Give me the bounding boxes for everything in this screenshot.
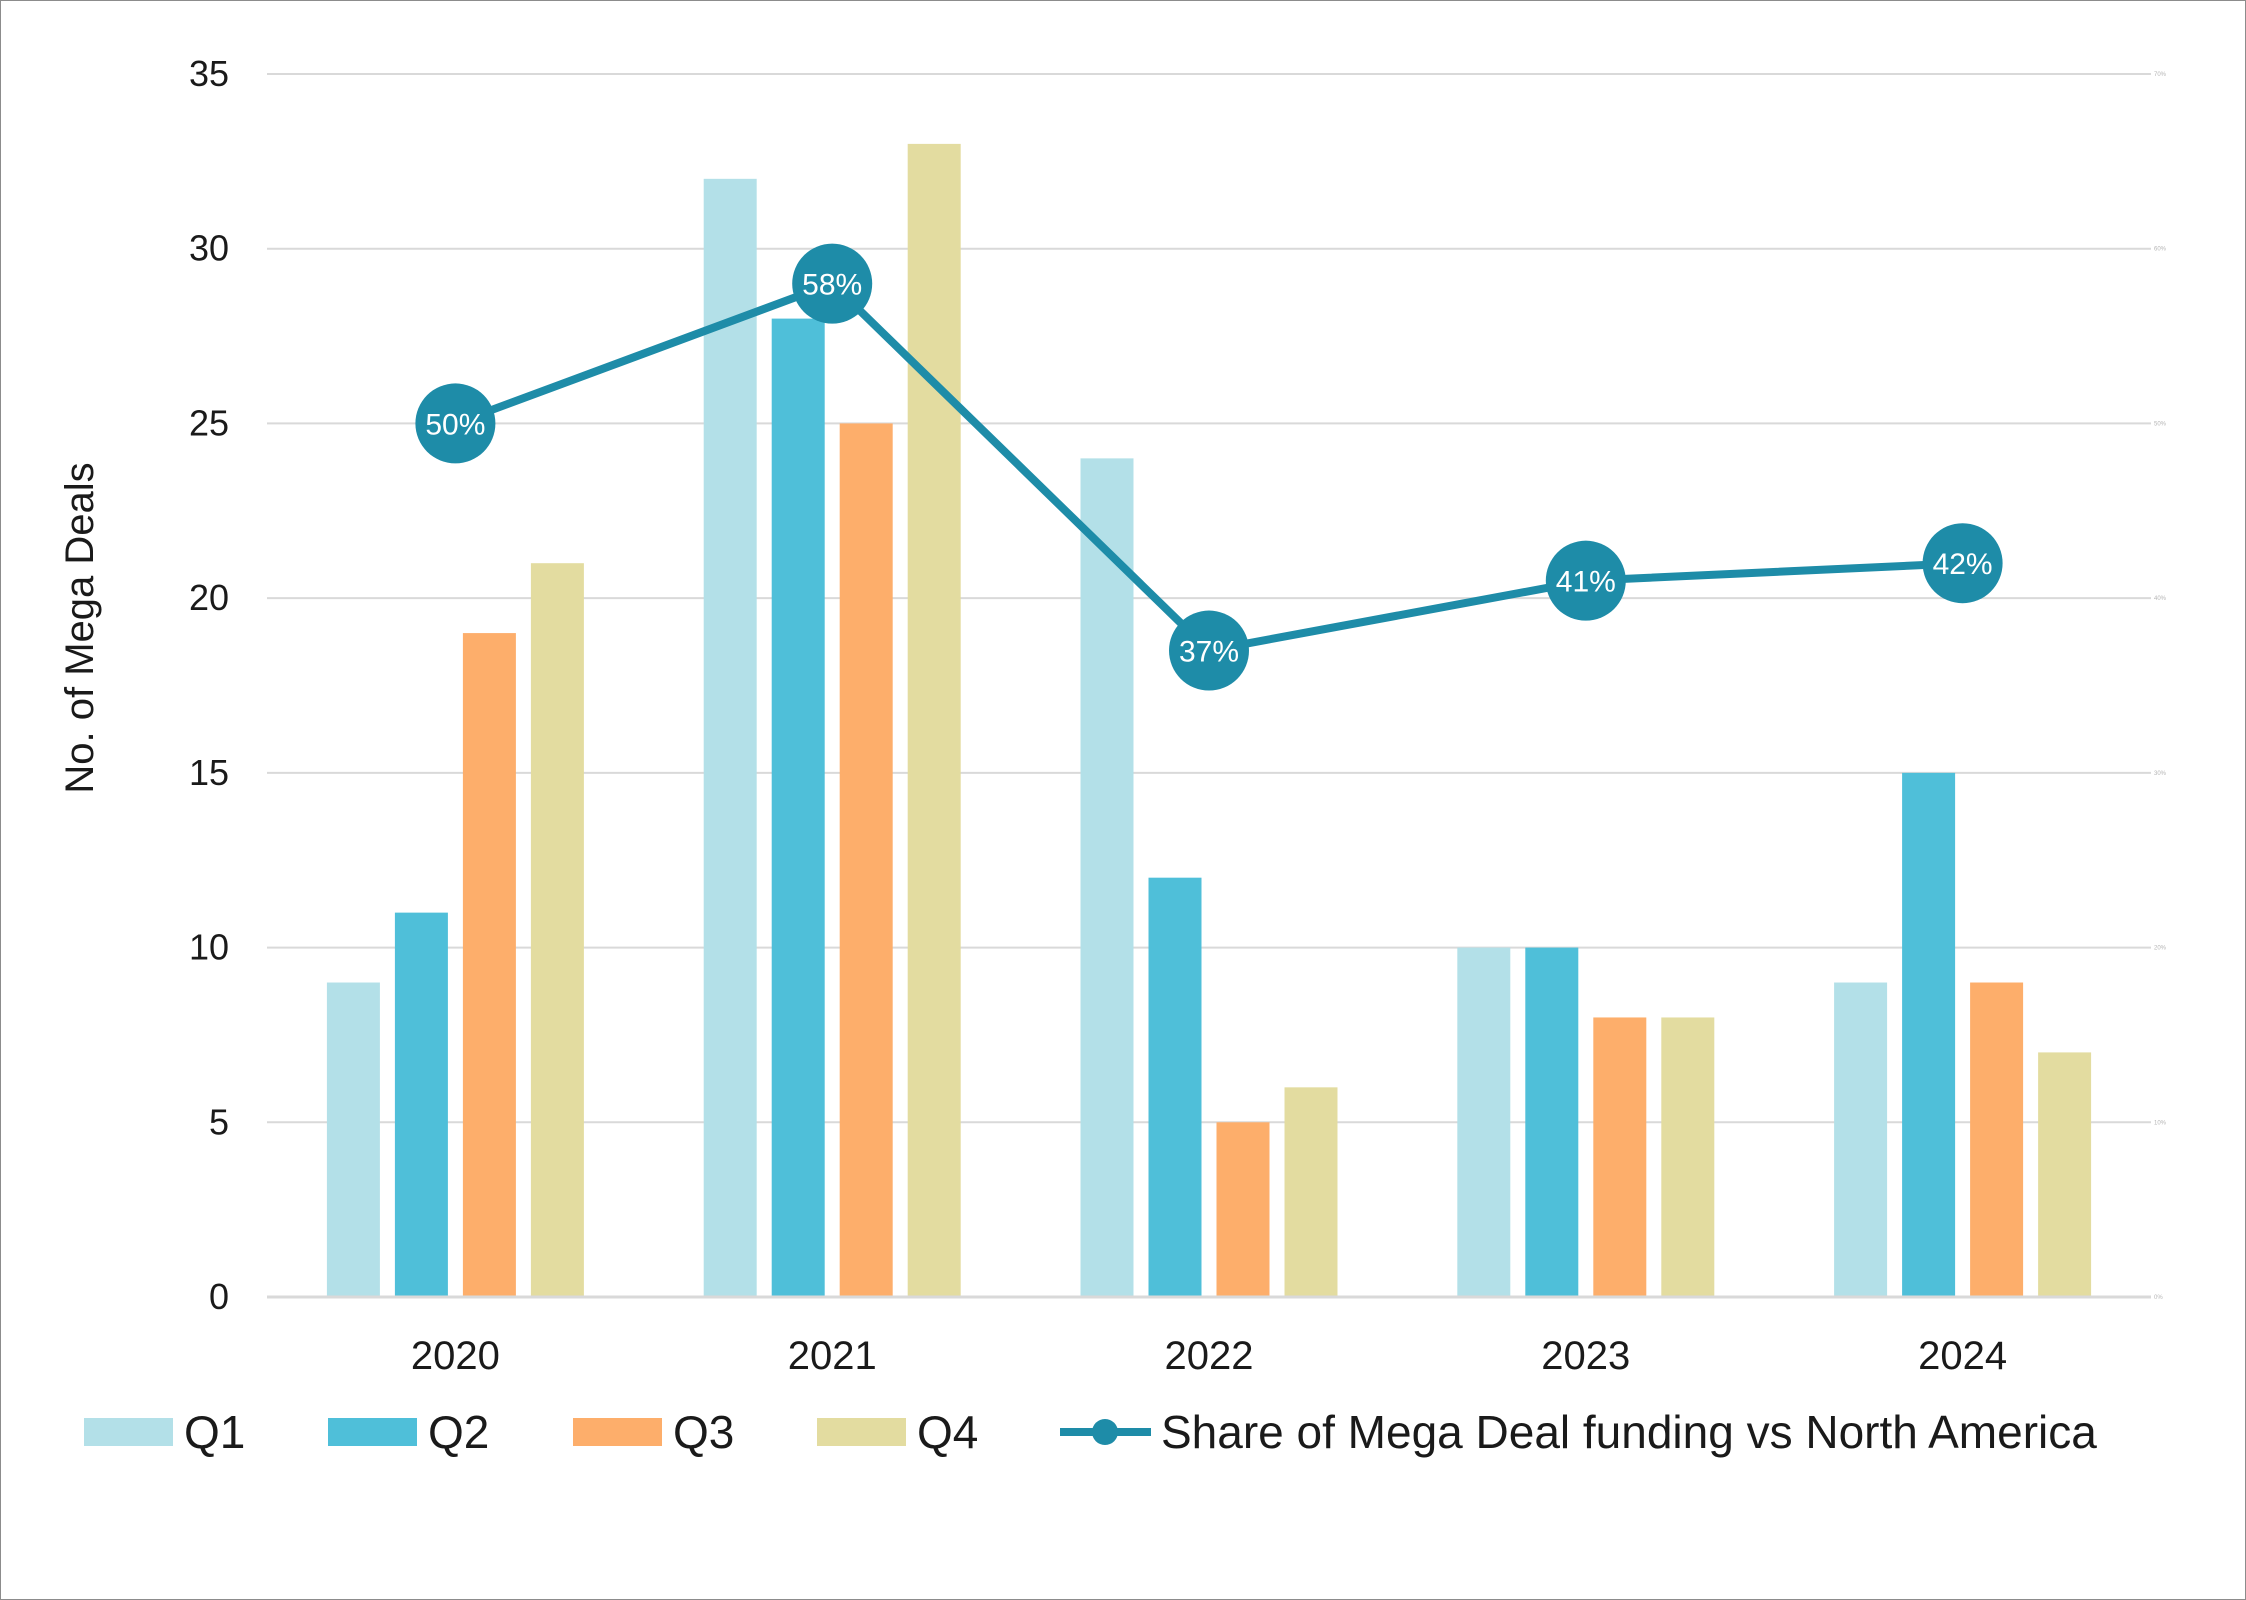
share-data-label: 41%	[1556, 566, 1616, 599]
y2-tick-label: 30%	[2154, 771, 2167, 777]
bar-q4-2023	[1661, 1017, 1715, 1297]
legend-label: Q2	[428, 1406, 489, 1458]
bar-q2-2021	[771, 318, 825, 1298]
bar-q1-2022	[1080, 458, 1134, 1297]
x-tick-label: 2021	[788, 1334, 877, 1378]
y-tick-label: 20	[189, 577, 229, 618]
bar-q4-2022	[1284, 1087, 1338, 1297]
y2-tick-label: 40%	[2154, 596, 2167, 602]
share-marker-2024	[1922, 523, 2003, 604]
bar-q4-2021	[907, 143, 961, 1297]
bar-q4-2020	[530, 563, 584, 1297]
legend-swatch-q2	[328, 1418, 417, 1446]
share-marker-2023	[1545, 540, 1626, 621]
y-tick-label: 30	[189, 228, 229, 269]
legend-label: Q1	[184, 1406, 245, 1458]
y-tick-label: 0	[209, 1276, 229, 1317]
share-line	[454, 279, 1963, 655]
bar-q1-2020	[326, 982, 380, 1297]
x-tick-label: 2023	[1541, 1334, 1630, 1378]
bar-q3-2022	[1216, 1122, 1270, 1297]
legend-swatch-q4	[817, 1418, 906, 1446]
y-axis-label: No. of Mega Deals	[58, 462, 102, 793]
y-tick-label: 25	[189, 402, 229, 443]
bar-q1-2024	[1834, 982, 1888, 1297]
bar-q1-2021	[703, 178, 757, 1297]
y2-tick-label: 50%	[2154, 421, 2167, 427]
legend-swatch-q3	[573, 1418, 662, 1446]
secondary-y-axis-ticks: 0% 10% 20% 30% 40% 50% 60% 70%	[2154, 72, 2167, 1301]
y2-tick-label: 60%	[2154, 247, 2167, 253]
y-tick-label: 10	[189, 927, 229, 968]
y2-tick-label: 20%	[2154, 946, 2167, 952]
legend-swatch-q1	[84, 1418, 173, 1446]
bar-q4-2024	[2038, 1052, 2092, 1297]
bar-q3-2020	[462, 633, 516, 1297]
x-tick-label: 2024	[1918, 1334, 2007, 1378]
bar-q2-2020	[394, 912, 448, 1297]
y2-tick-label: 70%	[2154, 72, 2167, 78]
y-tick-label: 5	[209, 1101, 229, 1142]
bar-q1-2023	[1457, 947, 1511, 1297]
bar-q2-2024	[1902, 772, 1956, 1297]
line-series: 50% 58% 37% 41% 42%	[415, 243, 2003, 691]
share-marker-2021	[792, 243, 873, 324]
bar-q3-2023	[1593, 1017, 1647, 1297]
y-axis-ticks: 0 5 10 15 20 25 30 35	[189, 53, 229, 1317]
bar-q3-2021	[839, 423, 893, 1297]
legend-label: Q3	[673, 1406, 734, 1458]
share-data-label: 37%	[1179, 636, 1239, 669]
y-tick-label: 15	[189, 752, 229, 793]
share-marker-2020	[415, 383, 496, 464]
y2-tick-label: 10%	[2154, 1120, 2167, 1126]
share-data-label: 50%	[425, 408, 485, 441]
bar-q2-2023	[1525, 947, 1579, 1297]
x-tick-label: 2022	[1165, 1334, 1254, 1378]
legend-label: Share of Mega Deal funding vs North Amer…	[1161, 1406, 2097, 1458]
bar-series	[326, 143, 2092, 1298]
share-marker-2022	[1169, 610, 1249, 691]
share-data-label: 58%	[802, 269, 862, 302]
legend: Q1 Q2 Q3 Q4 Share of Mega Deal funding vs No…	[84, 1406, 2097, 1458]
share-data-label: 42%	[1933, 548, 1993, 581]
x-axis-ticks: 2020 2021 2022 2023 2024	[411, 1334, 2007, 1378]
x-tick-label: 2020	[411, 1334, 500, 1378]
y-tick-label: 35	[189, 53, 229, 94]
bar-q3-2024	[1970, 982, 2024, 1297]
legend-line-marker	[1092, 1419, 1118, 1445]
legend-label: Q4	[917, 1406, 978, 1458]
bar-q2-2022	[1148, 877, 1202, 1297]
y2-tick-label: 0%	[2154, 1295, 2163, 1301]
